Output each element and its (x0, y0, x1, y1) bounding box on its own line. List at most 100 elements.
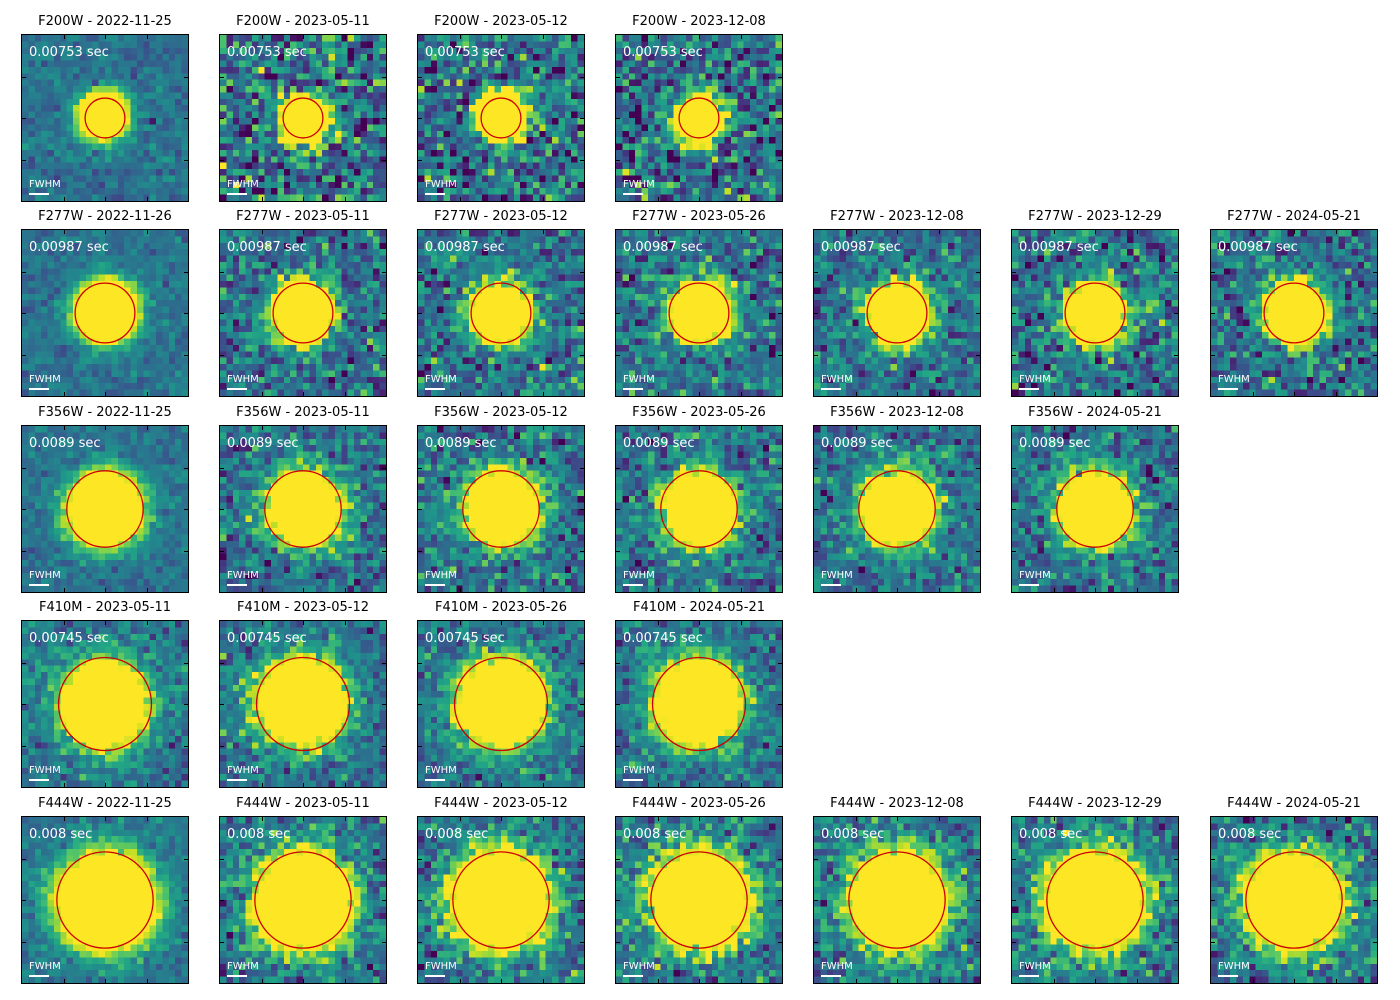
aperture-circle (480, 97, 522, 139)
axis-tick (580, 900, 584, 901)
axis-tick (741, 230, 742, 234)
axis-tick (741, 588, 742, 592)
exposure-label: 0.0089 sec (623, 436, 695, 451)
axis-tick (418, 468, 422, 469)
fwhm-label: FWHM (821, 570, 853, 581)
cutout-pixels (616, 817, 782, 983)
aperture-circle (1046, 851, 1144, 949)
axis-tick (105, 392, 106, 396)
fwhm-label: FWHM (227, 765, 259, 776)
cutout-image: 0.0089 sec FWHM (219, 425, 387, 593)
cutout-pixels (814, 426, 980, 592)
cutout-image: 0.00753 sec FWHM (219, 34, 387, 202)
cutout-pixels (616, 621, 782, 787)
axis-tick (814, 313, 818, 314)
axis-tick (460, 621, 461, 625)
aperture-circle (660, 470, 738, 548)
axis-tick (501, 426, 502, 430)
axis-tick (580, 663, 584, 664)
axis-tick (616, 859, 620, 860)
cutout-pixels (22, 426, 188, 592)
cutout-image: 0.008 sec FWHM (417, 816, 585, 984)
axis-tick (262, 979, 263, 983)
axis-tick (382, 509, 386, 510)
axis-tick (778, 77, 782, 78)
fwhm-scale-bar (227, 779, 247, 781)
axis-tick (1373, 900, 1377, 901)
axis-tick (1373, 313, 1377, 314)
exposure-label: 0.00745 sec (227, 631, 307, 646)
axis-tick (778, 704, 782, 705)
axis-tick (1211, 272, 1215, 273)
axis-tick (501, 621, 502, 625)
cutout-image: 0.008 sec FWHM (1011, 816, 1179, 984)
cutout-image: 0.0089 sec FWHM (21, 425, 189, 593)
axis-tick (382, 663, 386, 664)
axis-tick (303, 621, 304, 625)
axis-tick (543, 197, 544, 201)
fwhm-label: FWHM (623, 374, 655, 385)
fwhm-scale-bar (623, 975, 643, 977)
aperture-circle (678, 97, 720, 139)
axis-tick (976, 900, 980, 901)
panel-title: F277W - 2024-05-21 (1227, 209, 1361, 224)
axis-tick (147, 197, 148, 201)
panel-title: F277W - 2023-12-08 (830, 209, 964, 224)
axis-tick (778, 355, 782, 356)
axis-tick (345, 197, 346, 201)
axis-tick (22, 704, 26, 705)
axis-tick (303, 426, 304, 430)
cutout-image: 0.0089 sec FWHM (813, 425, 981, 593)
cutout-pixels (220, 426, 386, 592)
axis-tick (22, 468, 26, 469)
exposure-label: 0.008 sec (227, 827, 291, 842)
axis-tick (418, 77, 422, 78)
axis-tick (22, 900, 26, 901)
axis-tick (184, 900, 188, 901)
axis-tick (1174, 272, 1178, 273)
panel-title: F277W - 2023-05-12 (434, 209, 568, 224)
cutout-image: 0.0089 sec FWHM (1011, 425, 1179, 593)
exposure-label: 0.00745 sec (29, 631, 109, 646)
axis-tick (1095, 817, 1096, 821)
axis-tick (501, 197, 502, 201)
axis-tick (1012, 551, 1016, 552)
cutout-image: 0.008 sec FWHM (219, 816, 387, 984)
fwhm-scale-bar (821, 388, 841, 390)
axis-tick (658, 783, 659, 787)
axis-tick (741, 783, 742, 787)
aperture-circle (462, 470, 540, 548)
axis-tick (1054, 230, 1055, 234)
cutout-pixels (616, 230, 782, 396)
axis-tick (580, 160, 584, 161)
axis-tick (220, 746, 224, 747)
aperture-circle (57, 656, 153, 752)
axis-tick (303, 392, 304, 396)
axis-tick (1373, 355, 1377, 356)
axis-tick (616, 118, 620, 119)
axis-tick (699, 35, 700, 39)
axis-tick (220, 118, 224, 119)
axis-tick (1137, 426, 1138, 430)
cutout-image: 0.00753 sec FWHM (417, 34, 585, 202)
axis-tick (741, 392, 742, 396)
aperture-circle (1064, 282, 1126, 344)
axis-tick (939, 979, 940, 983)
fwhm-label: FWHM (29, 961, 61, 972)
axis-tick (1054, 392, 1055, 396)
axis-tick (814, 551, 818, 552)
axis-tick (184, 746, 188, 747)
axis-tick (543, 588, 544, 592)
axis-tick (262, 392, 263, 396)
axis-tick (22, 160, 26, 161)
axis-tick (22, 551, 26, 552)
axis-tick (64, 588, 65, 592)
fwhm-label: FWHM (425, 961, 457, 972)
axis-tick (778, 468, 782, 469)
axis-tick (1137, 392, 1138, 396)
axis-tick (147, 621, 148, 625)
axis-tick (699, 783, 700, 787)
axis-tick (543, 979, 544, 983)
exposure-label: 0.00987 sec (425, 240, 505, 255)
